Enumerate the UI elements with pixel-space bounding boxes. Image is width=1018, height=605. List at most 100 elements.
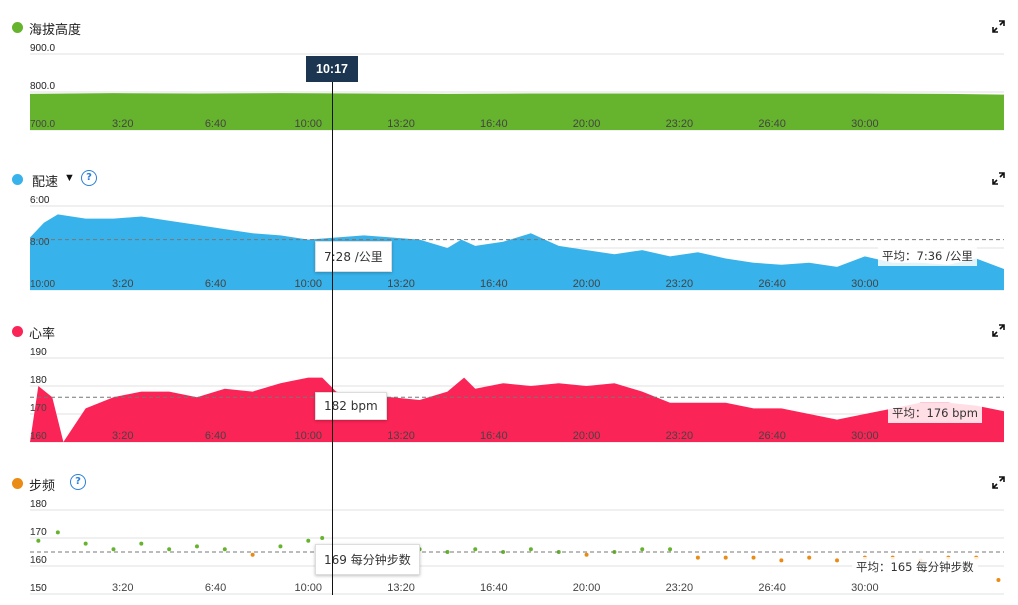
x-tick-label: 13:20 (387, 582, 415, 594)
pace-average-label: 平均：7:36 /公里 (878, 246, 977, 266)
heart-rate-chart[interactable]: 1901801701601901801701603:206:4010:0013:… (0, 347, 1018, 445)
y-tick-label-overlay: 170 (30, 527, 47, 538)
expand-arrows-icon[interactable] (992, 172, 1005, 185)
cadence-point (194, 544, 199, 549)
x-tick-label: 13:20 (387, 430, 415, 442)
cadence-point (167, 547, 172, 552)
elevation-legend-dot (12, 22, 23, 33)
question-circle-icon[interactable]: ? (70, 474, 86, 490)
cadence-point (807, 555, 812, 560)
cadence-point (695, 555, 700, 560)
y-tick-label: 160 (30, 555, 47, 566)
x-tick-label: 26:40 (758, 430, 786, 442)
cadence-point (779, 558, 784, 563)
y-tick-label-overlay: 700.0 (30, 119, 55, 130)
cadence-point (668, 547, 673, 552)
x-tick-label: 10:00 (295, 278, 323, 290)
x-tick-label: 6:40 (205, 118, 226, 130)
x-tick-label: 20:00 (573, 582, 601, 594)
series-area (30, 377, 1004, 442)
expand-arrows-icon[interactable] (992, 20, 1005, 33)
y-tick-label: 6:00 (30, 195, 50, 206)
cadence-header: 步频 ? (0, 474, 1018, 496)
expand-arrows-icon[interactable] (992, 324, 1005, 337)
heart-rate-average-label: 平均：176 bpm (888, 403, 982, 423)
cadence-point (501, 550, 506, 554)
pace-panel: 配速 ▼ ? 6:008:0010:006:008:0010:003:206:4… (0, 170, 1018, 295)
question-circle-icon[interactable]: ? (81, 170, 97, 186)
elevation-chart[interactable]: 900.0800.0700.0900.0800.0700.03:206:4010… (0, 43, 1018, 136)
x-tick-label: 30:00 (851, 430, 879, 442)
x-tick-label: 30:00 (851, 582, 879, 594)
elevation-panel: 海拔高度 900.0800.0700.0900.0800.0700.03:206… (0, 18, 1018, 133)
cadence-point (320, 536, 325, 540)
x-tick-label: 10:00 (295, 430, 323, 442)
cadence-title: 步频 (29, 479, 56, 494)
x-tick-label: 26:40 (758, 582, 786, 594)
x-tick-label: 23:20 (666, 430, 694, 442)
y-tick-label-overlay: 190 (30, 347, 47, 358)
pace-title: 配速 (32, 175, 59, 190)
x-tick-label: 3:20 (112, 582, 133, 594)
x-tick-label: 20:00 (573, 118, 601, 130)
x-tick-label: 20:00 (573, 278, 601, 290)
x-tick-label: 3:20 (112, 118, 133, 130)
x-tick-label: 6:40 (205, 582, 226, 594)
cadence-point (278, 544, 283, 549)
elevation-title: 海拔高度 (29, 23, 82, 38)
y-tick-label-overlay: 150 (30, 583, 47, 594)
y-tick-label-overlay: 10:00 (30, 279, 55, 290)
y-tick-label-overlay: 800.0 (30, 81, 55, 92)
x-tick-label: 30:00 (851, 278, 879, 290)
x-tick-label: 26:40 (758, 118, 786, 130)
cadence-point (528, 547, 533, 552)
cadence-point (306, 538, 311, 543)
y-tick-label: 170 (30, 527, 47, 538)
heart-rate-panel: 心率 1901801701601901801701603:206:4010:00… (0, 322, 1018, 447)
y-tick-label: 800.0 (30, 81, 55, 92)
pace-tooltip: 7:28 /公里 (315, 241, 392, 272)
x-tick-label: 26:40 (758, 278, 786, 290)
x-tick-label: 16:40 (480, 582, 508, 594)
y-tick-label: 900.0 (30, 43, 55, 54)
y-tick-label: 180 (30, 375, 47, 386)
cadence-point (835, 558, 840, 563)
pace-chart[interactable]: 6:008:0010:006:008:0010:003:206:4010:001… (0, 195, 1018, 293)
series-area (30, 214, 1004, 290)
cadence-tooltip: 169 每分钟步数 (315, 544, 420, 575)
heart-rate-legend-dot (12, 326, 23, 337)
y-tick-label: 180 (30, 499, 47, 510)
cadence-point (723, 555, 728, 560)
cadence-point (55, 530, 60, 535)
y-tick-label: 150 (30, 583, 47, 594)
x-tick-label: 23:20 (666, 582, 694, 594)
pace-header: 配速 ▼ ? (0, 170, 1018, 192)
x-tick-label: 3:20 (112, 430, 133, 442)
cadence-point (640, 547, 645, 552)
y-tick-label-overlay: 900.0 (30, 43, 55, 54)
x-tick-label: 3:20 (112, 278, 133, 290)
cadence-point (83, 541, 88, 546)
time-cursor-line[interactable] (332, 82, 333, 595)
triangle-down-icon[interactable]: ▼ (64, 172, 75, 184)
y-tick-label-overlay: 180 (30, 375, 47, 386)
cadence-point (445, 550, 450, 554)
heart-rate-header: 心率 (0, 322, 1018, 344)
x-tick-label: 6:40 (205, 278, 226, 290)
cadence-point (36, 538, 41, 543)
x-tick-label: 20:00 (573, 430, 601, 442)
x-tick-label: 23:20 (666, 118, 694, 130)
cadence-average-label: 平均：165 每分钟步数 (852, 557, 978, 577)
cadence-point (222, 547, 227, 552)
y-tick-label-overlay: 6:00 (30, 195, 50, 206)
heart-rate-tooltip: 182 bpm (315, 392, 387, 420)
cadence-panel: 步频 ? 180 170 160 150 180 170 160 150 3:20 6:40 10:… (0, 474, 1018, 599)
y-tick-label-overlay: 180 (30, 499, 47, 510)
cadence-point (250, 552, 255, 557)
y-tick-label-overlay: 170 (30, 403, 47, 414)
cadence-point (473, 547, 478, 552)
x-tick-label: 6:40 (205, 430, 226, 442)
cadence-point (996, 578, 1001, 582)
expand-arrows-icon[interactable] (992, 476, 1005, 489)
